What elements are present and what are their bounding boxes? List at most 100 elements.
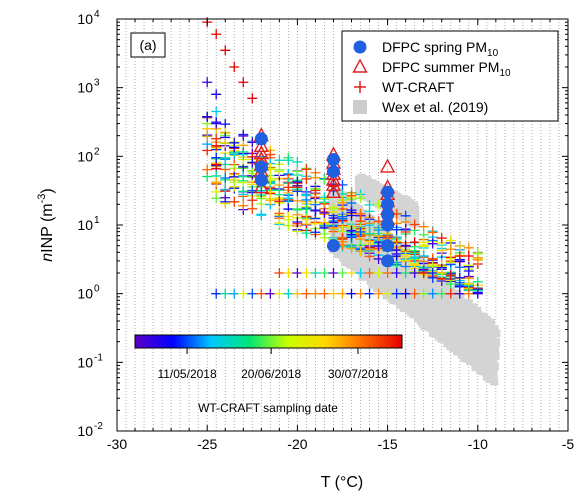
wtcraft-point bbox=[337, 267, 348, 278]
y-tick-exponent: -2 bbox=[94, 421, 103, 432]
wex-point bbox=[473, 306, 482, 315]
wtcraft-point bbox=[400, 288, 411, 299]
wtcraft-point bbox=[364, 288, 375, 299]
legend-marker-square bbox=[353, 100, 367, 114]
wtcraft-point bbox=[292, 204, 303, 215]
y-tick-label: 10 bbox=[77, 148, 93, 164]
wtcraft-point bbox=[328, 213, 339, 224]
wtcraft-point bbox=[247, 93, 258, 104]
panel-label-text: (a) bbox=[139, 37, 156, 53]
wex-point bbox=[416, 309, 425, 318]
wtcraft-point bbox=[373, 288, 384, 299]
wtcraft-point bbox=[301, 228, 312, 239]
wtcraft-point bbox=[202, 77, 213, 88]
wtcraft-point bbox=[454, 277, 465, 288]
dfpc-spring-point bbox=[326, 165, 340, 179]
wtcraft-point bbox=[346, 225, 357, 236]
wtcraft-point bbox=[292, 288, 303, 299]
dfpc-summer-point bbox=[325, 176, 342, 191]
wtcraft-point bbox=[454, 240, 465, 251]
wtcraft-point bbox=[301, 194, 312, 205]
wtcraft-point bbox=[454, 288, 465, 299]
wtcraft-point bbox=[283, 193, 294, 204]
wex-point bbox=[333, 194, 342, 203]
wtcraft-point bbox=[283, 211, 294, 222]
wtcraft-point bbox=[292, 177, 303, 188]
wtcraft-point bbox=[229, 142, 240, 153]
wtcraft-point bbox=[247, 165, 258, 176]
wtcraft-point bbox=[346, 267, 357, 278]
wtcraft-point bbox=[328, 203, 339, 214]
wtcraft-point bbox=[391, 244, 402, 255]
wtcraft-point bbox=[274, 155, 285, 166]
wex-point bbox=[451, 310, 460, 319]
wtcraft-point bbox=[409, 253, 420, 264]
wtcraft-point bbox=[265, 149, 276, 160]
wex-point bbox=[482, 315, 491, 324]
wtcraft-point bbox=[211, 177, 222, 188]
wtcraft-point bbox=[274, 218, 285, 229]
wex-point bbox=[491, 344, 500, 353]
wex-point bbox=[469, 341, 478, 350]
wtcraft-point bbox=[319, 288, 330, 299]
wtcraft-point bbox=[364, 220, 375, 231]
wtcraft-point bbox=[238, 77, 249, 88]
wtcraft-point bbox=[256, 198, 267, 209]
wtcraft-point bbox=[382, 288, 393, 299]
wtcraft-point bbox=[211, 152, 222, 163]
wtcraft-point bbox=[382, 267, 393, 278]
wex-series bbox=[328, 173, 501, 386]
wtcraft-point bbox=[355, 267, 366, 278]
wtcraft-point bbox=[247, 195, 258, 206]
wtcraft-point bbox=[328, 222, 339, 233]
wtcraft-point bbox=[292, 267, 303, 278]
dfpc-spring-point bbox=[254, 160, 268, 174]
wex-point bbox=[439, 286, 448, 295]
wtcraft-point bbox=[283, 155, 294, 166]
y-axis-label-main: INP (m bbox=[39, 203, 56, 252]
wtcraft-point bbox=[346, 288, 357, 299]
dfpc-summer-point bbox=[253, 179, 269, 194]
wtcraft-point bbox=[247, 137, 258, 148]
dfpc-spring-series bbox=[254, 132, 395, 268]
wtcraft-point bbox=[337, 236, 348, 247]
wtcraft-point bbox=[211, 29, 222, 40]
wex-point bbox=[489, 368, 498, 377]
wex-point bbox=[424, 282, 433, 291]
wtcraft-point bbox=[310, 167, 321, 178]
wex-point bbox=[460, 334, 469, 343]
wex-point bbox=[490, 324, 499, 333]
wex-point bbox=[490, 362, 499, 371]
y-tick-label: 10 bbox=[77, 286, 93, 302]
y-axis-label-n: n bbox=[39, 253, 56, 262]
wtcraft-point bbox=[301, 204, 312, 215]
dfpc-spring-point bbox=[254, 173, 268, 187]
y-axis-label: nINP (m-3) bbox=[36, 188, 56, 262]
legend-label: WT-CRAFT bbox=[382, 79, 455, 95]
wtcraft-point bbox=[283, 220, 294, 231]
wtcraft-point bbox=[229, 288, 240, 299]
dfpc-summer-point bbox=[325, 183, 342, 198]
legend-marker-circle bbox=[353, 40, 367, 54]
wtcraft-point bbox=[346, 243, 357, 254]
wtcraft-point bbox=[211, 118, 222, 129]
colorbar-title: WT-CRAFT sampling date bbox=[198, 401, 338, 415]
wtcraft-point bbox=[256, 210, 267, 221]
y-tick-exponent: 4 bbox=[94, 9, 100, 20]
wtcraft-point bbox=[472, 288, 483, 299]
y-tick-label: 10 bbox=[77, 354, 93, 370]
wtcraft-point bbox=[400, 241, 411, 252]
wtcraft-point bbox=[310, 288, 321, 299]
wtcraft-point bbox=[202, 164, 213, 175]
wtcraft-point bbox=[364, 267, 375, 278]
wex-point bbox=[492, 329, 501, 338]
x-tick-label: -5 bbox=[562, 436, 575, 452]
wtcraft-point bbox=[364, 236, 375, 247]
wtcraft-point bbox=[301, 288, 312, 299]
wtcraft-point bbox=[319, 207, 330, 218]
wtcraft-point bbox=[373, 267, 384, 278]
y-tick-exponent: 0 bbox=[94, 284, 100, 295]
wtcraft-point bbox=[427, 238, 438, 249]
wtcraft-point bbox=[355, 226, 366, 237]
